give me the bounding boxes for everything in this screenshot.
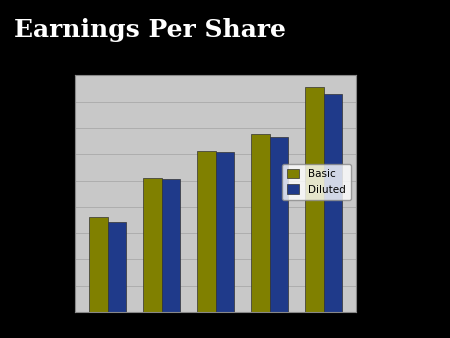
Text: Earnings Per Share: Earnings Per Share (14, 18, 285, 42)
Bar (251, 134, 270, 312)
Bar (197, 150, 216, 312)
Bar (324, 94, 342, 312)
Legend: Basic, Diluted: Basic, Diluted (282, 164, 351, 200)
Bar (305, 87, 324, 312)
Bar (108, 221, 126, 312)
Bar (143, 178, 162, 312)
Bar (89, 217, 108, 312)
Bar (216, 152, 234, 312)
Bar (162, 179, 180, 312)
Bar (270, 138, 288, 312)
